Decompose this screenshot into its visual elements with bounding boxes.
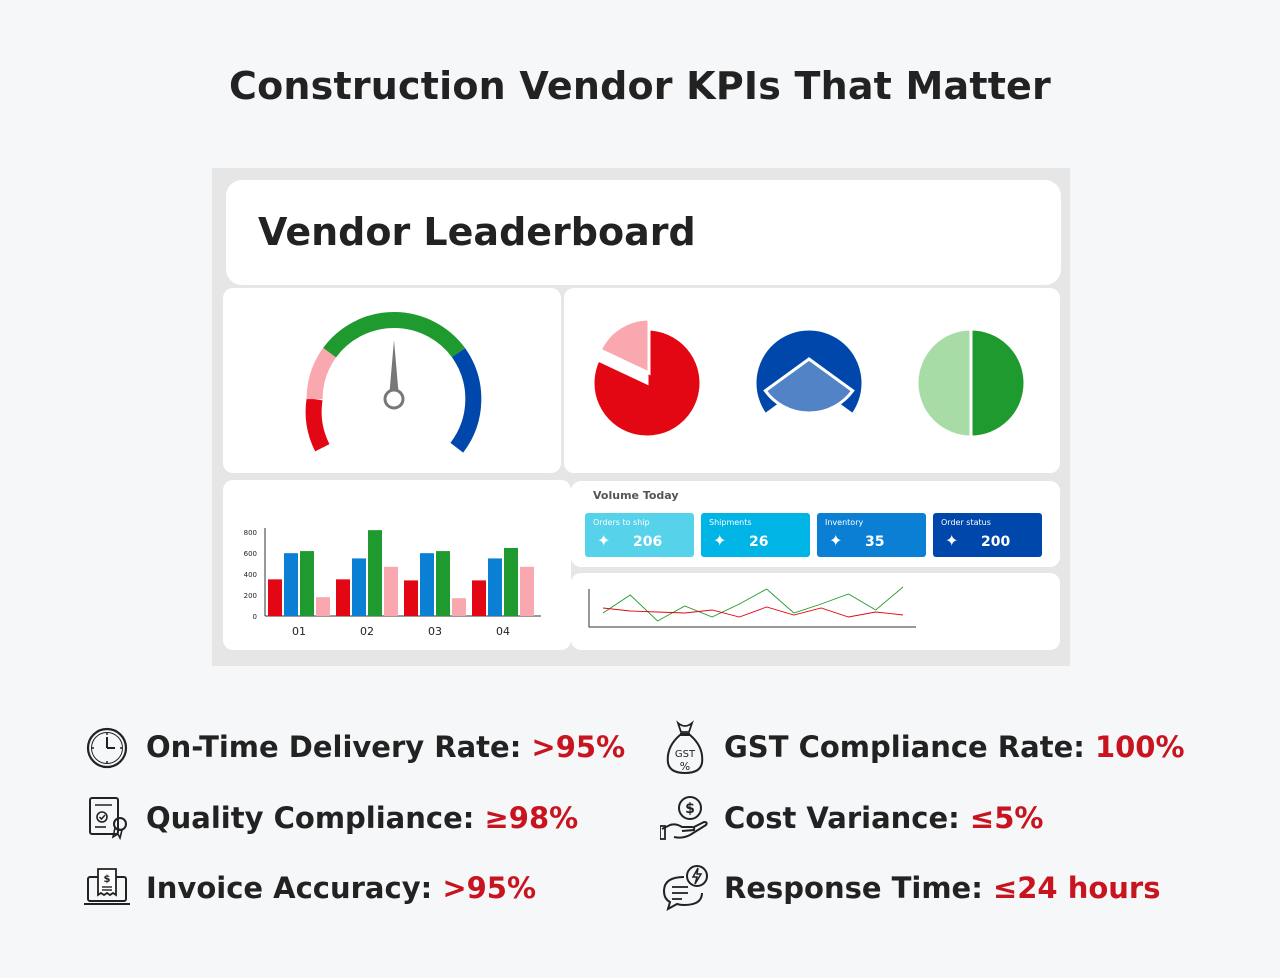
bar [504,547,518,616]
y-tick-label: 800 [244,529,257,537]
y-tick-label: 600 [244,550,257,558]
certificate-icon [89,797,127,841]
kpi-on-time-delivery: On-Time Delivery Rate: >95% [82,722,625,772]
pie-charts [591,317,1027,439]
kpi-value: >95% [442,871,537,905]
pie-red-slice [591,327,703,439]
kpi-label: Quality Compliance: [146,801,475,835]
tile-label: Shipments [709,518,752,527]
pie-blue-slice [763,357,855,415]
page-title: Construction Vendor KPIs That Matter [229,64,1051,108]
pies-card [564,288,1060,473]
bar [384,566,398,616]
gauge-pivot [383,388,405,410]
x-tick-label: 03 [428,625,442,638]
y-tick-label: 200 [244,592,257,600]
kpi-quality-compliance: Quality Compliance: ≥98% [82,793,578,843]
kpi-cost-variance: $ Cost Variance: ≤5% [660,793,1043,843]
gst-bag-icon: GST % [666,720,704,775]
bar [520,566,534,616]
chat-bolt-icon [662,865,708,912]
kpi-value: ≤24 hours [992,871,1161,905]
tile-label: Order status [941,518,991,527]
kpi-invoice-accuracy: $ Invoice Accuracy: >95% [82,863,536,913]
bar [452,598,466,616]
sparkle-icon: ✦ [597,531,611,550]
sparkle-icon: ✦ [713,531,727,550]
svg-text:$: $ [104,874,111,885]
y-tick-label: 0 [253,613,257,621]
hand-coin-icon: $ [660,796,708,840]
line-chart [588,586,916,628]
bar [336,579,350,616]
tile-shipments[interactable]: Shipments ✦ 26 [701,513,810,557]
invoice-icon: $ [84,868,130,905]
pie-green-slice [969,327,1027,439]
kpi-label: Response Time: [724,871,983,905]
leaderboard-title: Vendor Leaderboard [258,210,696,254]
dashboard-mockup: Vendor Leaderboard 0 200 400 600 800 01 02 03 04… [212,168,1070,666]
bar [404,580,418,616]
kpi-value: >95% [531,730,626,764]
leaderboard-header-card: Vendor Leaderboard [226,180,1061,285]
line-axes [588,589,916,628]
pie-red-slice [598,317,651,376]
kpi-response-time: Response Time: ≤24 hours [660,863,1160,913]
bar [284,553,298,616]
x-tick-label: 02 [360,625,374,638]
x-tick-label: 04 [496,625,510,638]
bar [268,579,282,616]
gauge-segment-green [323,312,465,358]
tile-label: Inventory [825,518,864,527]
kpi-gst-compliance: GST % GST Compliance Rate: 100% [660,720,1185,775]
tile-order-status[interactable]: Order status ✦ 200 [933,513,1042,557]
tile-value: 26 [749,534,769,550]
line-series [602,586,904,622]
x-tick-label: 01 [292,625,306,638]
volume-title: Volume Today [593,489,679,502]
tile-value: 35 [865,534,885,550]
svg-text:$: $ [685,801,695,817]
gauge-segment-pink [306,347,337,400]
pie-green-slice [915,327,973,439]
tile-value: 200 [981,534,1011,550]
clock-icon [86,727,128,769]
bar [488,558,502,616]
tile-orders-to-ship[interactable]: Orders to ship ✦ 206 [585,513,694,557]
line-series [602,606,904,618]
gauge-chart [305,312,482,453]
bar [316,597,330,616]
bar [436,551,450,616]
kpi-value: 100% [1094,730,1185,764]
line-chart-card [571,573,1060,650]
volume-card: Volume Today Orders to ship ✦ 206 Shipme… [571,481,1060,567]
tile-inventory[interactable]: Inventory ✦ 35 [817,513,926,557]
bar [368,530,382,616]
kpi-label: On-Time Delivery Rate: [146,730,522,764]
kpi-value: ≥98% [484,801,579,835]
sparkle-icon: ✦ [945,531,959,550]
gauge-segment-blue [450,347,482,453]
svg-text:GST: GST [675,749,696,760]
tile-value: 206 [633,534,663,550]
sparkle-icon: ✦ [829,531,843,550]
kpi-label: Invoice Accuracy: [146,871,433,905]
kpi-label: Cost Variance: [724,801,960,835]
tile-label: Orders to ship [593,518,650,527]
kpi-label: GST Compliance Rate: [724,730,1085,764]
bar [420,553,434,616]
svg-text:%: % [680,760,690,773]
y-tick-label: 400 [244,571,257,579]
bar-chart-card: 0 200 400 600 800 01 02 03 04 [223,480,571,650]
bar [472,580,486,616]
bar [352,558,366,616]
gauge-card [223,288,561,473]
bar [300,551,314,616]
gauge-segment-red [305,397,330,452]
kpi-value: ≤5% [969,801,1044,835]
bar-chart: 0 200 400 600 800 01 02 03 04 [244,528,541,638]
gauge-needle [389,340,399,398]
